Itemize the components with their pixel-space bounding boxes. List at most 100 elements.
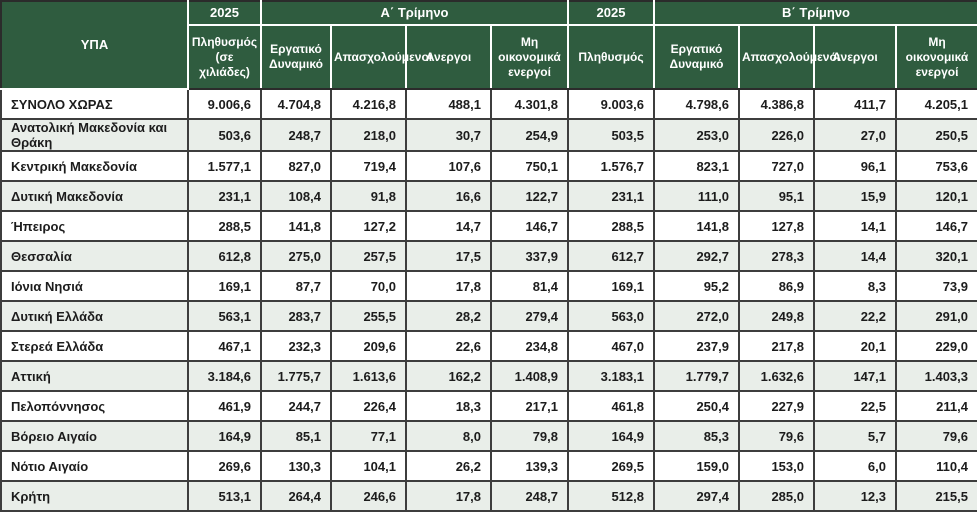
value-cell: 130,3 xyxy=(260,450,332,482)
value-cell: 250,5 xyxy=(895,118,977,152)
value-cell: 17,5 xyxy=(405,240,492,272)
value-cell: 120,1 xyxy=(895,180,977,212)
value-cell: 488,1 xyxy=(405,88,492,120)
column-header-inactive-b: Μη οικονομικά ενεργοί xyxy=(895,24,977,90)
value-cell: 278,3 xyxy=(738,240,815,272)
value-cell: 141,8 xyxy=(653,210,740,242)
value-cell: 87,7 xyxy=(260,270,332,302)
value-cell: 248,7 xyxy=(260,118,332,152)
value-cell: 4.386,8 xyxy=(738,88,815,120)
value-cell: 292,7 xyxy=(653,240,740,272)
column-header-region: ΥΠΑ xyxy=(0,0,189,90)
value-cell: 272,0 xyxy=(653,300,740,332)
region-name: Νότιο Αιγαίο xyxy=(0,450,189,482)
value-cell: 17,8 xyxy=(405,270,492,302)
value-cell: 503,5 xyxy=(567,118,655,152)
value-cell: 461,8 xyxy=(567,390,655,422)
column-header-population-a: Πληθυσμός (σε χιλιάδες) xyxy=(187,24,262,90)
value-cell: 231,1 xyxy=(187,180,262,212)
value-cell: 141,8 xyxy=(260,210,332,242)
value-cell: 226,0 xyxy=(738,118,815,152)
table-row: Ανατολική Μακεδονία και Θράκη 503,6 248,7 2… xyxy=(0,118,977,152)
value-cell: 164,9 xyxy=(187,420,262,452)
value-cell: 85,1 xyxy=(260,420,332,452)
value-cell: 827,0 xyxy=(260,150,332,182)
value-cell: 232,3 xyxy=(260,330,332,362)
value-cell: 3.184,6 xyxy=(187,360,262,392)
value-cell: 285,0 xyxy=(738,480,815,512)
value-cell: 73,9 xyxy=(895,270,977,302)
table-row: Ιόνια Νησιά 169,1 87,7 70,0 17,8 81,4 169,1 95,… xyxy=(0,270,977,302)
value-cell: 159,0 xyxy=(653,450,740,482)
value-cell: 237,9 xyxy=(653,330,740,362)
value-cell: 269,6 xyxy=(187,450,262,482)
value-cell: 107,6 xyxy=(405,150,492,182)
value-cell: 30,7 xyxy=(405,118,492,152)
value-cell: 234,8 xyxy=(490,330,569,362)
value-cell: 127,8 xyxy=(738,210,815,242)
value-cell: 753,6 xyxy=(895,150,977,182)
value-cell: 4.798,6 xyxy=(653,88,740,120)
value-cell: 719,4 xyxy=(330,150,407,182)
value-cell: 250,4 xyxy=(653,390,740,422)
value-cell: 14,7 xyxy=(405,210,492,242)
value-cell: 269,5 xyxy=(567,450,655,482)
table-row: Θεσσαλία 612,8 275,0 257,5 17,5 337,9 612,7 292… xyxy=(0,240,977,272)
value-cell: 27,0 xyxy=(813,118,897,152)
value-cell: 86,9 xyxy=(738,270,815,302)
table-row: Αττική 3.184,6 1.775,7 1.613,6 162,2 1.408,9 3… xyxy=(0,360,977,392)
value-cell: 411,7 xyxy=(813,88,897,120)
value-cell: 291,0 xyxy=(895,300,977,332)
value-cell: 12,3 xyxy=(813,480,897,512)
column-header-labour-force-a: Εργατικό Δυναμικό xyxy=(260,24,332,90)
value-cell: 153,0 xyxy=(738,450,815,482)
value-cell: 1.779,7 xyxy=(653,360,740,392)
value-cell: 750,1 xyxy=(490,150,569,182)
table-row: Κρήτη 513,1 264,4 246,6 17,8 248,7 512,8 297,4 2… xyxy=(0,480,977,512)
value-cell: 467,1 xyxy=(187,330,262,362)
value-cell: 17,8 xyxy=(405,480,492,512)
value-cell: 218,0 xyxy=(330,118,407,152)
value-cell: 79,6 xyxy=(895,420,977,452)
value-cell: 1.632,6 xyxy=(738,360,815,392)
region-name: Ιόνια Νησιά xyxy=(0,270,189,302)
value-cell: 108,4 xyxy=(260,180,332,212)
value-cell: 4.205,1 xyxy=(895,88,977,120)
value-cell: 5,7 xyxy=(813,420,897,452)
column-header-employed-b: Απασχολούμενοι xyxy=(738,24,840,90)
value-cell: 28,2 xyxy=(405,300,492,332)
value-cell: 95,1 xyxy=(738,180,815,212)
value-cell: 823,1 xyxy=(653,150,740,182)
region-name: Θεσσαλία xyxy=(0,240,189,272)
table-row: Ήπειρος 288,5 141,8 127,2 14,7 146,7 288,5 141,… xyxy=(0,210,977,242)
value-cell: 169,1 xyxy=(567,270,655,302)
region-name: Βόρειο Αιγαίο xyxy=(0,420,189,452)
table-row: Δυτική Ελλάδα 563,1 283,7 255,5 28,2 279,4 563… xyxy=(0,300,977,332)
column-header-population-b: Πληθυσμός xyxy=(567,24,655,90)
value-cell: 563,1 xyxy=(187,300,262,332)
value-cell: 512,8 xyxy=(567,480,655,512)
value-cell: 14,1 xyxy=(813,210,897,242)
value-cell: 104,1 xyxy=(330,450,407,482)
value-cell: 22,6 xyxy=(405,330,492,362)
column-header-unemployed-a: Ανεργοι xyxy=(405,24,492,90)
column-header-inactive-a: Μη οικονομικά ενεργοί xyxy=(490,24,569,90)
column-header-employed-a: Απασχολούμενοι xyxy=(330,24,432,90)
value-cell: 4.301,8 xyxy=(490,88,569,120)
table-row: Νότιο Αιγαίο 269,6 130,3 104,1 26,2 139,3 269,… xyxy=(0,450,977,482)
value-cell: 20,1 xyxy=(813,330,897,362)
value-cell: 122,7 xyxy=(490,180,569,212)
value-cell: 283,7 xyxy=(260,300,332,332)
value-cell: 111,0 xyxy=(653,180,740,212)
value-cell: 162,2 xyxy=(405,360,492,392)
region-name: Δυτική Ελλάδα xyxy=(0,300,189,332)
column-header-quarter-a: Α΄ Τρίμηνο xyxy=(260,0,569,26)
value-cell: 8,3 xyxy=(813,270,897,302)
value-cell: 79,6 xyxy=(738,420,815,452)
value-cell: 85,3 xyxy=(653,420,740,452)
value-cell: 226,4 xyxy=(330,390,407,422)
value-cell: 217,1 xyxy=(490,390,569,422)
table-row: Στερεά Ελλάδα 467,1 232,3 209,6 22,6 234,8 467… xyxy=(0,330,977,362)
value-cell: 70,0 xyxy=(330,270,407,302)
